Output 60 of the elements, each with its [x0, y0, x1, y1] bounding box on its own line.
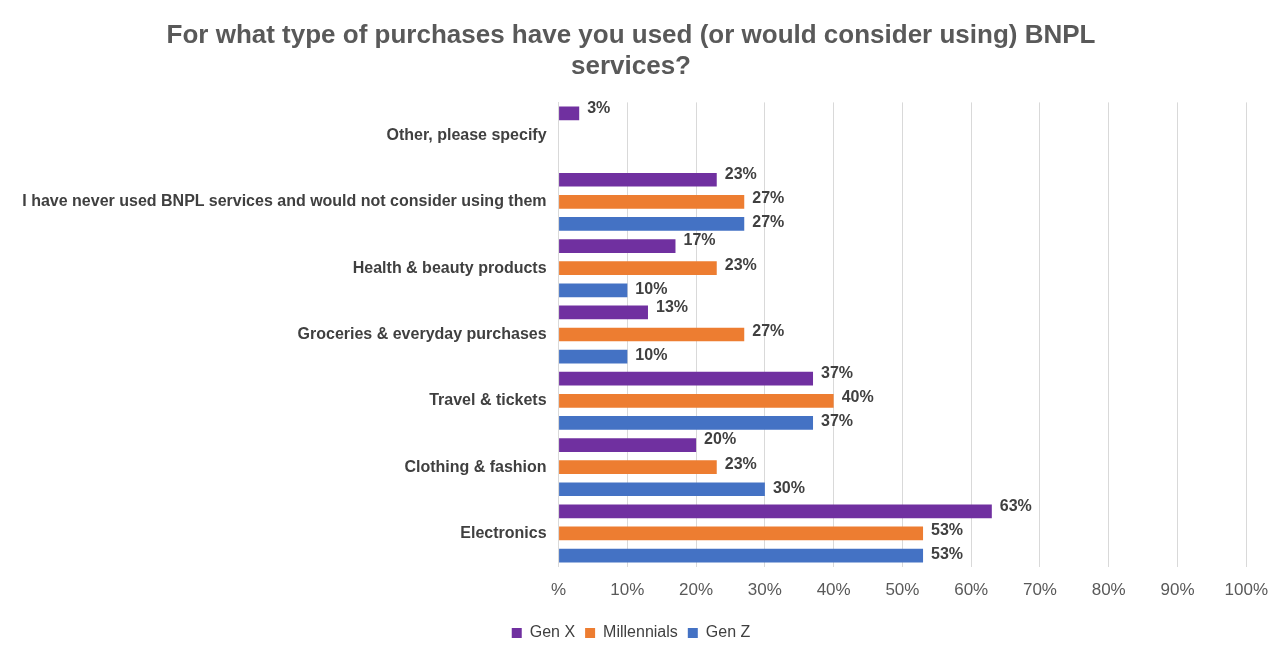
- data-label: 40%: [841, 388, 874, 406]
- data-label: 27%: [752, 189, 785, 207]
- bar: [559, 261, 717, 276]
- bar: [559, 416, 814, 430]
- data-label: 27%: [752, 321, 785, 339]
- x-tick-label: 70%: [1022, 580, 1057, 600]
- bar: [559, 172, 717, 187]
- data-label: 53%: [931, 520, 964, 538]
- bar: [559, 106, 580, 121]
- data-label: 10%: [635, 346, 668, 364]
- data-label: 17%: [683, 231, 716, 249]
- bar: [559, 482, 765, 497]
- data-label: 23%: [724, 454, 757, 472]
- bar: [559, 305, 648, 320]
- x-tick-label: 100%: [1224, 580, 1268, 600]
- bar: [559, 195, 745, 209]
- chart-title: For what type of purchases have you used (or would consider using) BNPL services?: [166, 18, 1096, 80]
- x-tick-label: 50%: [885, 580, 920, 600]
- data-label: 13%: [655, 297, 689, 315]
- x-tick-label: %: [551, 580, 567, 600]
- y-tick-label: Electronics: [460, 523, 547, 541]
- data-label: 30%: [772, 478, 805, 496]
- legend-label: Gen Z: [705, 623, 751, 641]
- x-tick-label: 30%: [747, 580, 782, 600]
- bar: [559, 217, 745, 231]
- data-label: 23%: [724, 165, 757, 183]
- x-tick-label: 10%: [610, 580, 645, 600]
- data-label: 53%: [931, 544, 964, 562]
- data-label: 37%: [821, 364, 854, 382]
- y-tick-label: Clothing & fashion: [404, 457, 547, 475]
- bar: [559, 526, 924, 541]
- y-tick-label: Travel & tickets: [429, 391, 547, 409]
- data-label: 27%: [752, 213, 785, 231]
- legend-label: Gen X: [529, 623, 576, 641]
- x-tick-label: 80%: [1091, 580, 1126, 600]
- data-label: 63%: [999, 496, 1032, 514]
- bar: [559, 504, 992, 519]
- bar: [559, 371, 814, 386]
- data-label: 23%: [724, 255, 757, 273]
- data-label: 10%: [635, 279, 668, 297]
- bar: [559, 283, 628, 298]
- legend-label: Millennials: [603, 623, 678, 641]
- x-tick-label: 60%: [954, 580, 989, 600]
- bar: [559, 548, 924, 563]
- bar: [559, 239, 676, 253]
- y-tick-label: Groceries & everyday purchases: [297, 324, 547, 342]
- y-tick-label: Other, please specify: [386, 125, 547, 143]
- data-label: 3%: [587, 98, 611, 116]
- x-tick-label: 90%: [1160, 580, 1195, 600]
- bar: [559, 327, 745, 342]
- x-tick-label: 20%: [679, 580, 714, 600]
- y-tick-label: Health & beauty products: [352, 258, 547, 276]
- data-label: 20%: [704, 430, 737, 448]
- bar: [559, 393, 834, 408]
- y-tick-label: I have never used BNPL services and would not consider using them: [22, 192, 547, 210]
- x-tick-label: 40%: [816, 580, 851, 600]
- data-label: 37%: [821, 412, 854, 430]
- bar: [559, 460, 717, 474]
- bar: [559, 438, 697, 452]
- bar: [559, 349, 628, 364]
